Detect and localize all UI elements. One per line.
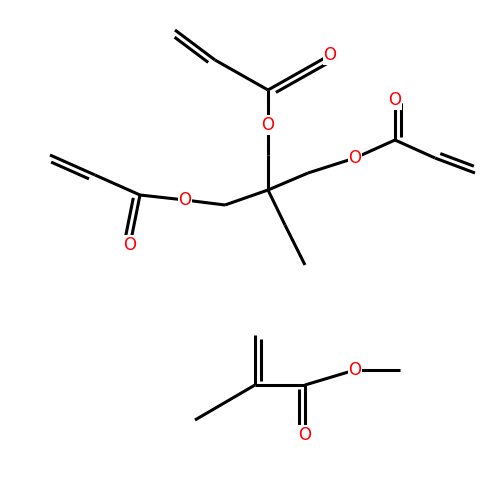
Text: O: O (348, 149, 362, 167)
Text: O: O (324, 46, 336, 64)
Text: O: O (262, 116, 274, 134)
Text: O: O (348, 361, 362, 379)
Text: O: O (178, 191, 192, 209)
Text: O: O (124, 236, 136, 254)
Text: O: O (388, 91, 402, 109)
Text: O: O (298, 426, 312, 444)
